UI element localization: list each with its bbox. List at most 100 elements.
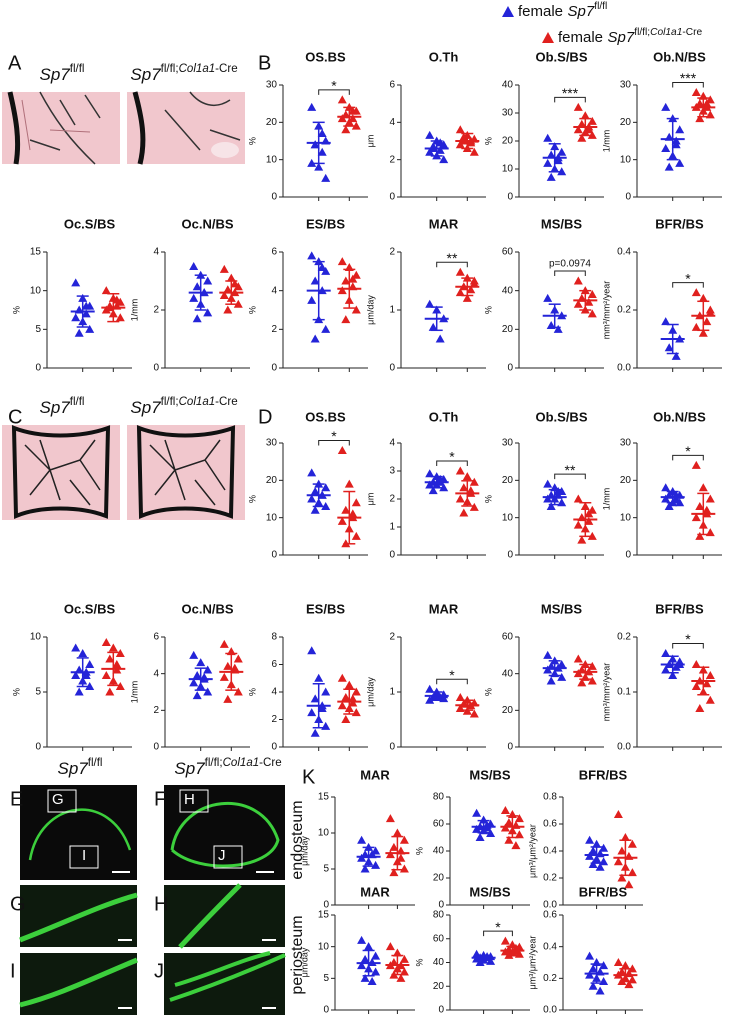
y-tick-label: 0 xyxy=(625,550,631,561)
chart-title: Ob.S/BS xyxy=(535,409,587,424)
data-point xyxy=(466,486,476,495)
chart-title: BFR/BS xyxy=(579,767,628,782)
data-point xyxy=(399,967,409,976)
data-point xyxy=(425,299,435,308)
data-point xyxy=(664,501,674,510)
y-axis-label: % xyxy=(483,688,493,696)
panel-label: H xyxy=(154,893,168,915)
data-point xyxy=(337,673,347,682)
y-axis-label: 1/mm xyxy=(129,299,139,322)
y-tick-label: 0 xyxy=(507,192,513,203)
data-point xyxy=(691,660,701,668)
data-point xyxy=(675,125,685,134)
genotype-label: Sp7fl/fl;Col1a1-Cre xyxy=(174,757,281,778)
significance-label: *** xyxy=(562,85,579,101)
data-point xyxy=(85,660,95,668)
data-point xyxy=(192,314,202,323)
data-point xyxy=(203,687,213,696)
data-point xyxy=(469,502,479,511)
data-point xyxy=(584,516,594,525)
data-point xyxy=(661,102,671,111)
data-point xyxy=(351,270,361,279)
data-point xyxy=(462,293,472,302)
genotype-label: Sp7fl/fl xyxy=(39,396,84,417)
data-point xyxy=(348,509,358,518)
data-point xyxy=(112,295,122,304)
panel-label: G xyxy=(10,893,26,915)
y-axis-label: μm xyxy=(365,135,375,148)
y-tick-label: 4 xyxy=(153,668,159,679)
significance-bracket xyxy=(554,473,586,480)
significance-label: ** xyxy=(447,250,458,266)
data-point xyxy=(455,125,465,134)
data-point xyxy=(695,531,705,540)
y-tick-label: 20 xyxy=(266,475,278,486)
data-point xyxy=(661,649,671,657)
data-point xyxy=(105,654,115,663)
legend-text: female xyxy=(518,3,563,20)
data-point xyxy=(573,276,583,285)
data-point xyxy=(584,125,594,134)
y-axis-label: mm³/mm²/year xyxy=(601,663,611,722)
y-tick-label: 0 xyxy=(507,363,513,374)
y-tick-label: 4 xyxy=(153,247,159,258)
data-point xyxy=(357,961,367,970)
chart-title: Ob.N/BS xyxy=(653,409,706,424)
y-tick-label: 0 xyxy=(271,192,277,203)
data-point xyxy=(233,687,243,696)
y-tick-label: 0 xyxy=(389,742,395,753)
data-point xyxy=(425,695,435,704)
data-point xyxy=(577,535,587,544)
y-tick-label: 20 xyxy=(502,475,514,486)
data-point xyxy=(587,676,597,685)
y-tick-label: 15 xyxy=(318,792,330,803)
data-point xyxy=(627,964,637,973)
genotype-part: fl/fl; xyxy=(205,757,223,769)
y-tick-label: 0.0 xyxy=(543,1005,557,1016)
data-point xyxy=(698,328,708,337)
data-point xyxy=(399,954,409,963)
data-point xyxy=(573,102,583,111)
data-point xyxy=(219,639,229,648)
data-point xyxy=(546,676,556,685)
data-point xyxy=(588,846,598,855)
y-tick-label: 4 xyxy=(271,285,277,296)
data-point xyxy=(500,936,510,945)
data-point xyxy=(691,322,701,331)
y-tick-label: 0.4 xyxy=(543,941,557,952)
y-tick-label: 40 xyxy=(502,285,514,296)
data-point xyxy=(112,660,122,668)
genotype-part: fl/fl; xyxy=(161,396,179,408)
y-axis-label: μm xyxy=(365,493,375,506)
y-tick-label: 30 xyxy=(620,80,632,91)
data-point xyxy=(351,687,361,696)
data-point xyxy=(584,297,594,306)
y-tick-label: 4 xyxy=(271,687,277,698)
data-point xyxy=(573,654,583,663)
panel-label: J xyxy=(154,960,164,982)
data-point xyxy=(399,835,409,844)
data-point xyxy=(585,951,595,960)
data-point xyxy=(475,833,485,841)
y-axis-label: % xyxy=(247,137,257,145)
y-tick-label: 1 xyxy=(389,687,395,698)
data-point xyxy=(695,114,705,123)
chart-title: O.Th xyxy=(429,49,459,64)
data-point xyxy=(371,951,381,960)
data-point xyxy=(341,505,351,514)
data-point xyxy=(620,833,630,841)
data-point xyxy=(573,494,583,503)
data-point xyxy=(307,102,317,111)
y-tick-label: 0.4 xyxy=(617,247,631,258)
significance-label: * xyxy=(685,631,691,647)
y-tick-label: 0 xyxy=(271,550,277,561)
data-point xyxy=(691,513,701,522)
chart-title: MS/BS xyxy=(541,601,583,616)
data-point xyxy=(455,466,465,475)
significance-bracket xyxy=(672,643,704,649)
data-point xyxy=(435,138,445,147)
data-point xyxy=(705,308,715,317)
y-axis-label: % xyxy=(11,306,21,314)
data-point xyxy=(219,291,229,299)
data-point xyxy=(695,704,705,712)
